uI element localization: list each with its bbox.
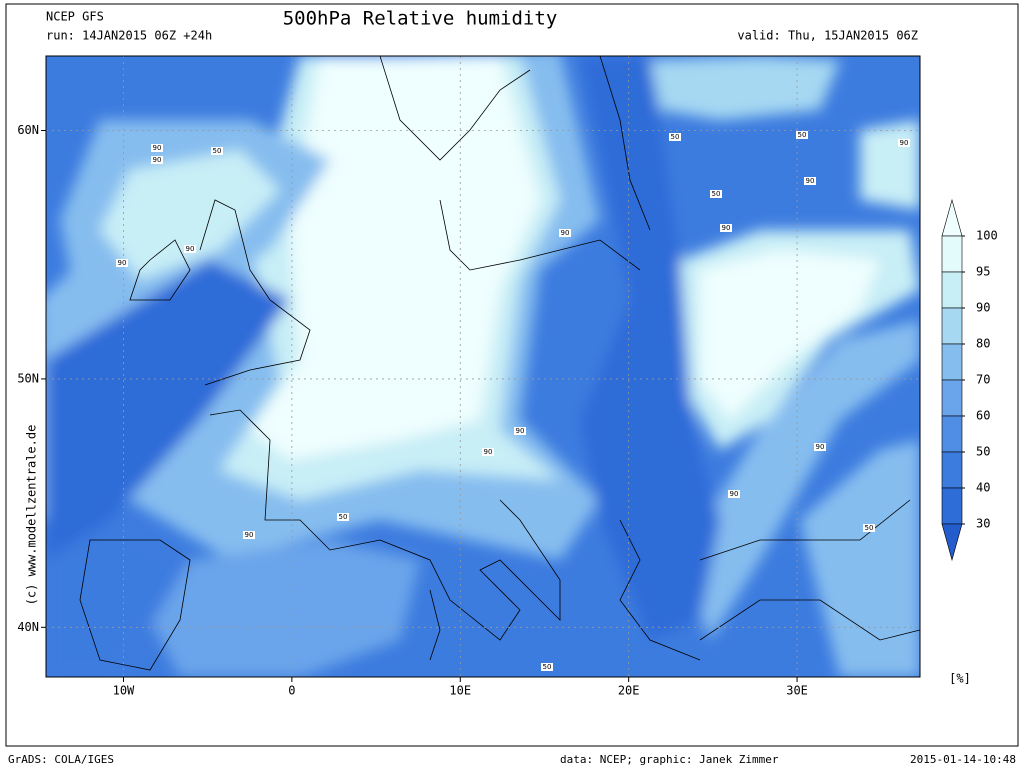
contour-labels: 90 90 50 90 90 50 50 90 50 90 90 90 90 90 90 90 50 90 50 50	[116, 131, 910, 671]
contour-label: 90	[245, 531, 254, 539]
contour-label-bg	[720, 224, 732, 232]
contour-label: 90	[730, 490, 739, 498]
contour-label: 50	[798, 131, 807, 139]
contour-label-bg	[211, 147, 223, 155]
colorbar-label: 100	[976, 229, 998, 243]
contour-label-bg	[898, 139, 910, 147]
contour-label: 90	[186, 245, 195, 253]
contour-label: 90	[516, 427, 525, 435]
contour-label-bg	[243, 531, 255, 539]
colorbar-swatch	[941, 379, 963, 417]
map-border	[45, 55, 921, 678]
contour-label: 90	[153, 144, 162, 152]
lat-tick-label: 60N	[17, 123, 39, 137]
model-name: NCEP GFS	[46, 10, 104, 24]
colorbar-swatch	[941, 451, 963, 489]
colorbar-label: 70	[976, 373, 990, 387]
contour-label: 90	[900, 139, 909, 147]
colorbar-label: 90	[976, 301, 990, 315]
colorbar-label: 60	[976, 409, 990, 423]
contour-label: 90	[806, 177, 815, 185]
colorbar-label: 50	[976, 445, 990, 459]
contour-label-bg	[337, 513, 349, 521]
contour-label: 90	[722, 224, 731, 232]
contour-label: 90	[561, 229, 570, 237]
contour-label-bg	[482, 448, 494, 456]
contour-label: 50	[865, 524, 874, 532]
colorbar-cap	[941, 198, 963, 237]
contour-label-bg	[804, 177, 816, 185]
colorbar-swatch	[941, 487, 963, 525]
colorbar-swatch	[941, 343, 963, 381]
contour-label-bg	[728, 490, 740, 498]
colorbar-label: 30	[976, 517, 990, 531]
contour-label: 50	[712, 190, 721, 198]
frame	[5, 3, 1019, 747]
valid-time: valid: Thu, 15JAN2015 06Z	[737, 29, 918, 43]
contour-label: 50	[213, 147, 222, 155]
contour-label-bg	[184, 245, 196, 253]
lon-tick-label: 10E	[449, 684, 471, 698]
contour-label-bg	[559, 229, 571, 237]
contour-label-bg	[863, 524, 875, 532]
colorbar-swatch	[941, 307, 963, 345]
contour-label: 90	[118, 259, 127, 267]
graticule: 10W 0 10E 20E 30E 60N 50N 40N	[17, 56, 920, 698]
lon-tick-label: 20E	[618, 684, 640, 698]
contour-label: 50	[339, 513, 348, 521]
lon-tick-label: 0	[288, 684, 295, 698]
contour-label: 50	[671, 133, 680, 141]
contour-label-bg	[151, 156, 163, 164]
contour-label: 90	[484, 448, 493, 456]
lat-tick-label: 40N	[17, 620, 39, 634]
credit: (c) www.modellzentrale.de	[25, 425, 39, 606]
contour-label-bg	[796, 131, 808, 139]
contour-label-bg	[669, 133, 681, 141]
colorbar-label: 40	[976, 481, 990, 495]
lon-tick-label: 10W	[113, 684, 135, 698]
colorbar-swatch	[941, 235, 963, 273]
humidity-field	[46, 56, 920, 677]
contour-label-bg	[710, 190, 722, 198]
footer-software: GrADS: COLA/IGES	[8, 753, 114, 766]
contour-label-bg	[541, 663, 553, 671]
contour-label-bg	[116, 259, 128, 267]
colorbar-label: 80	[976, 337, 990, 351]
contour-label-bg	[514, 427, 526, 435]
contour-label: 90	[816, 443, 825, 451]
contour-label: 90	[153, 156, 162, 164]
coastlines	[79, 56, 920, 671]
colorbar-swatch	[941, 271, 963, 309]
footer-timestamp: 2015-01-14-10:48	[910, 753, 1016, 766]
lat-tick-label: 50N	[17, 371, 39, 385]
contour-label-bg	[814, 443, 826, 451]
colorbar-swatch	[941, 415, 963, 453]
contour-label-bg	[151, 144, 163, 152]
field-shading	[46, 56, 920, 677]
colorbar-unit: [%]	[949, 672, 971, 686]
run-info: run: 14JAN2015 06Z +24h	[46, 29, 212, 43]
footer-source: data: NCEP; graphic: Janek Zimmer	[560, 753, 779, 766]
colorbar-label: 95	[976, 265, 990, 279]
map-title: 500hPa Relative humidity	[283, 8, 558, 30]
lon-tick-label: 30E	[786, 684, 808, 698]
colorbar: 100 95 90 80 70 60 50 40 30	[941, 198, 998, 562]
contour-label: 50	[543, 663, 552, 671]
colorbar-cap	[941, 523, 963, 562]
